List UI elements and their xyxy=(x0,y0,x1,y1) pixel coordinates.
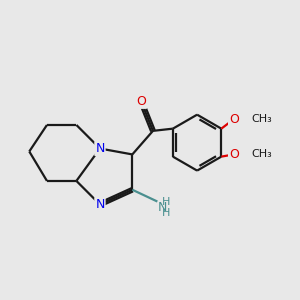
Text: CH₃: CH₃ xyxy=(252,114,272,124)
Text: CH₃: CH₃ xyxy=(252,149,272,159)
Text: H: H xyxy=(162,208,170,218)
Text: N: N xyxy=(95,198,105,211)
Text: O: O xyxy=(229,148,239,161)
Text: O: O xyxy=(136,95,146,108)
Text: N: N xyxy=(95,142,105,155)
Text: O: O xyxy=(229,112,239,126)
Text: H: H xyxy=(162,197,170,207)
Text: N: N xyxy=(158,201,167,214)
